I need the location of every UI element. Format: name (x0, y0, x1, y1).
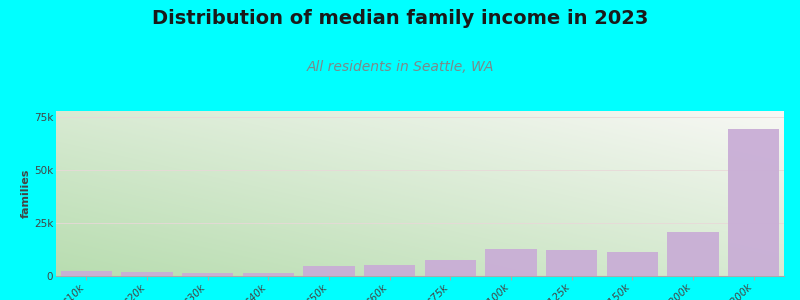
Bar (606, 252, 658, 276)
Text: Distribution of median family income in 2023: Distribution of median family income in … (152, 9, 648, 28)
Bar (728, 129, 779, 276)
Bar (364, 266, 415, 276)
Bar (486, 248, 537, 276)
Text: All residents in Seattle, WA: All residents in Seattle, WA (306, 60, 494, 74)
Bar (242, 273, 294, 276)
Bar (667, 232, 718, 276)
Bar (61, 271, 112, 276)
Bar (182, 273, 234, 276)
Bar (303, 266, 354, 276)
Bar (546, 250, 598, 276)
Bar (425, 260, 476, 276)
Y-axis label: families: families (21, 169, 31, 218)
Bar (122, 272, 173, 276)
